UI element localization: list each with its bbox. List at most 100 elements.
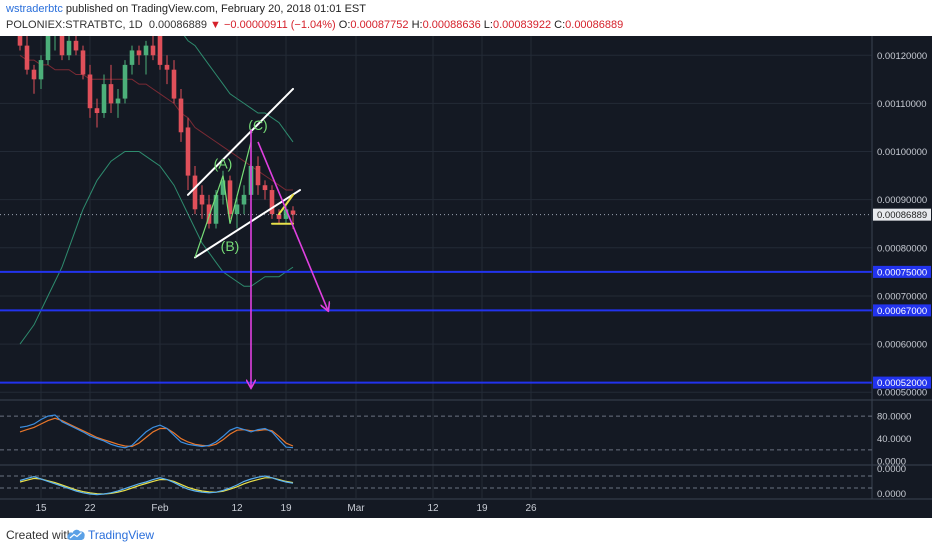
candle-body xyxy=(262,185,268,191)
candle xyxy=(143,40,149,75)
time-tick-label: 15 xyxy=(35,503,47,514)
time-tick-label: 12 xyxy=(427,503,439,514)
candle xyxy=(108,64,114,114)
candle-body xyxy=(206,204,212,224)
candle xyxy=(115,88,121,118)
candle xyxy=(17,36,23,51)
high-value: 0.00088636 xyxy=(422,19,481,31)
candle-body xyxy=(17,36,23,46)
support-level-label: 0.00067000 xyxy=(877,306,927,317)
grid-lines xyxy=(0,36,872,498)
wave-path xyxy=(194,141,252,258)
price-tick-label: 0.00050000 xyxy=(877,388,927,399)
candle xyxy=(192,165,198,215)
candle xyxy=(94,98,100,128)
oscillator2-line-b xyxy=(19,477,294,495)
stoch-k-line xyxy=(19,414,294,449)
support-level-label: 0.00052000 xyxy=(877,378,927,389)
candle-body xyxy=(87,74,93,109)
low-label: L: xyxy=(483,19,493,31)
open-value: 0.00087752 xyxy=(350,19,409,31)
candle xyxy=(262,180,268,200)
candle-body xyxy=(227,180,233,215)
oscillator-tick-label: 0.0000 xyxy=(877,457,906,468)
oscillator-tick-label: 0.0000 xyxy=(877,489,906,500)
close-label: C: xyxy=(554,19,566,31)
candle-body xyxy=(192,175,198,210)
candle xyxy=(59,36,65,61)
candle xyxy=(101,74,107,118)
candle xyxy=(31,64,37,94)
candle-body xyxy=(241,194,247,205)
candle-body xyxy=(38,60,44,80)
candle xyxy=(171,60,177,104)
open-label: O: xyxy=(338,19,351,31)
wedge-upper-line xyxy=(187,87,294,196)
last-price: 0.00086889 xyxy=(148,19,207,31)
candle xyxy=(129,45,135,75)
candle-body xyxy=(122,64,128,99)
tradingview-cloud-icon[interactable] xyxy=(66,527,86,541)
footer: Created with TradingView xyxy=(0,518,932,550)
candle-body xyxy=(24,45,30,70)
candle xyxy=(178,88,184,142)
candle xyxy=(45,36,51,65)
price-tick-label: 0.00080000 xyxy=(877,243,927,254)
oscillator-tick-label: 0.0000 xyxy=(877,464,906,475)
time-tick-label: 22 xyxy=(84,503,96,514)
chart-area[interactable]: (A) (B) (C) 0.00120000 0.00110000 0.00100000 0… xyxy=(0,36,932,518)
publish-info: published on TradingView.com, February 2… xyxy=(62,3,366,15)
candle xyxy=(199,185,205,219)
candle xyxy=(241,185,247,215)
candle xyxy=(122,60,128,104)
candle xyxy=(54,36,56,51)
price-tick-label: 0.00070000 xyxy=(877,291,927,302)
tradingview-brand[interactable]: TradingView xyxy=(88,528,155,542)
candle-body xyxy=(171,69,177,99)
bollinger-lower xyxy=(19,151,294,345)
support-level-box xyxy=(873,265,931,278)
candle xyxy=(38,55,44,89)
candle-body xyxy=(157,36,163,65)
support-level-label: 0.00075000 xyxy=(877,267,927,278)
candle xyxy=(269,185,275,219)
stoch-d-line xyxy=(19,417,294,448)
created-with-label: Created with xyxy=(6,528,74,542)
close-value: 0.00086889 xyxy=(565,19,624,31)
candle xyxy=(234,194,240,229)
candle-body xyxy=(73,40,79,51)
bollinger-upper xyxy=(183,36,294,143)
wave-label: (C) xyxy=(248,117,267,133)
time-tick-label: 12 xyxy=(231,503,243,514)
candle xyxy=(80,45,86,80)
price-change: −0.00000911 (−1.04%) xyxy=(223,19,336,31)
bollinger-basis xyxy=(19,54,293,191)
oscillator2-line-a xyxy=(19,475,294,496)
candle xyxy=(157,36,163,70)
price-tick-label: 0.00060000 xyxy=(877,340,927,351)
candle-body xyxy=(269,190,275,215)
low-value: 0.00083922 xyxy=(492,19,552,31)
candle xyxy=(255,156,261,195)
price-tick-label: 0.00110000 xyxy=(877,99,927,110)
candle-body xyxy=(94,108,100,114)
candle-body xyxy=(129,50,135,65)
candle xyxy=(73,36,79,56)
price-tick-label: 0.00090000 xyxy=(877,195,927,206)
candle-body xyxy=(185,127,191,176)
candle xyxy=(87,64,93,118)
down-triangle-icon: ▼ xyxy=(210,19,221,31)
candle xyxy=(66,36,72,61)
author-link[interactable]: wstraderbtc xyxy=(6,3,63,15)
symbol-label: POLONIEX:STRATBTC, 1D xyxy=(6,19,143,31)
price-tick-label: 0.00120000 xyxy=(877,51,927,62)
oscillator-tick-label: 40.0000 xyxy=(877,434,911,445)
publish-line: wstraderbtc published on TradingView.com… xyxy=(6,3,366,15)
candle-body xyxy=(66,40,72,56)
candle xyxy=(206,194,212,229)
chart-canvas[interactable]: (A) (B) (C) 0.00120000 0.00110000 0.00100000 0… xyxy=(0,36,932,518)
candle-body xyxy=(255,165,261,186)
time-tick-label: 19 xyxy=(280,503,292,514)
candle-body xyxy=(213,194,219,224)
high-label: H: xyxy=(411,19,423,31)
